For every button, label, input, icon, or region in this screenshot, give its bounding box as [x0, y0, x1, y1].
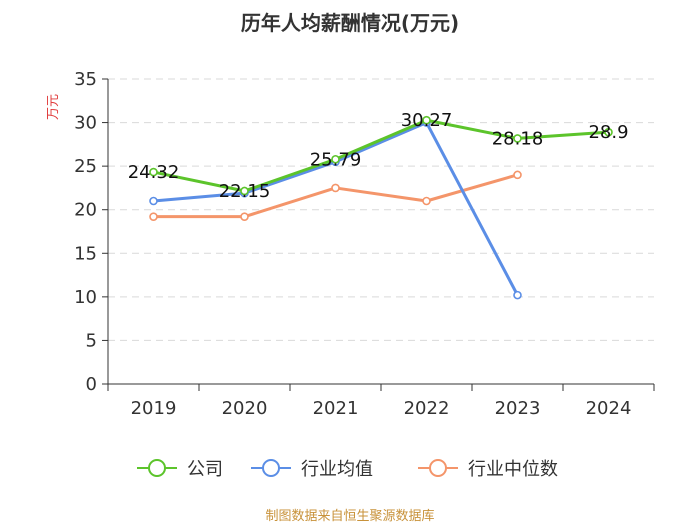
y-tick-label: 25 — [74, 156, 97, 177]
y-tick-label: 35 — [74, 69, 97, 90]
y-tick-label: 15 — [74, 243, 97, 264]
data-point[interactable] — [331, 154, 340, 164]
y-tick-label: 20 — [74, 200, 97, 221]
x-tick-label: 2021 — [313, 398, 359, 419]
data-label: 25.79 — [310, 149, 362, 170]
y-tick-label: 5 — [86, 330, 97, 351]
legend-marker — [262, 459, 280, 477]
legend-label[interactable]: 行业中位数 — [468, 459, 558, 480]
x-tick-label: 2023 — [495, 398, 541, 419]
data-label: 22.15 — [219, 181, 271, 202]
data-point[interactable] — [240, 212, 249, 221]
y-tick-label: 30 — [74, 113, 97, 134]
legend-marker — [148, 459, 166, 477]
x-tick-label: 2019 — [131, 398, 177, 419]
legend-marker — [429, 459, 447, 477]
data-labels: 24.32 22.15 25.79 30.27 28.18 28.9 — [128, 110, 629, 202]
data-point[interactable] — [149, 167, 158, 177]
chart-title: 历年人均薪酬情况(万元) — [241, 11, 459, 35]
data-point[interactable] — [513, 290, 522, 300]
series-line — [153, 118, 609, 193]
data-point[interactable] — [604, 127, 613, 137]
data-label: 24.32 — [128, 162, 180, 183]
grid-lines — [108, 78, 654, 341]
data-point[interactable] — [513, 170, 522, 180]
data-point[interactable] — [240, 186, 249, 196]
data-label: 28.18 — [492, 128, 544, 149]
data-label: 30.27 — [401, 110, 453, 131]
data-point[interactable] — [149, 196, 158, 206]
data-point[interactable] — [513, 134, 522, 143]
legend-label[interactable]: 公司 — [187, 459, 223, 480]
legend[interactable]: 公司 行业均值 行业中位数 — [137, 459, 558, 480]
x-tick-label: 2024 — [586, 398, 632, 419]
x-tick-label: 2020 — [222, 398, 268, 419]
y-axis-label: 万元 — [46, 94, 61, 120]
source-note: 制图数据来自恒生聚源数据库 — [265, 508, 434, 524]
data-point[interactable] — [422, 196, 431, 206]
data-point[interactable] — [149, 212, 158, 221]
series-lines — [149, 115, 613, 300]
y-tick-label: 10 — [74, 287, 97, 308]
axes: 0 5 10 15 20 25 30 35 2019 2020 2021 2022 2023 2024 — [74, 69, 655, 419]
x-tick-label: 2022 — [404, 398, 450, 419]
data-label: 28.9 — [588, 122, 628, 143]
legend-label[interactable]: 行业均值 — [301, 459, 373, 480]
data-point[interactable] — [331, 183, 340, 193]
y-tick-label: 0 — [86, 374, 97, 395]
data-point[interactable] — [422, 115, 431, 125]
